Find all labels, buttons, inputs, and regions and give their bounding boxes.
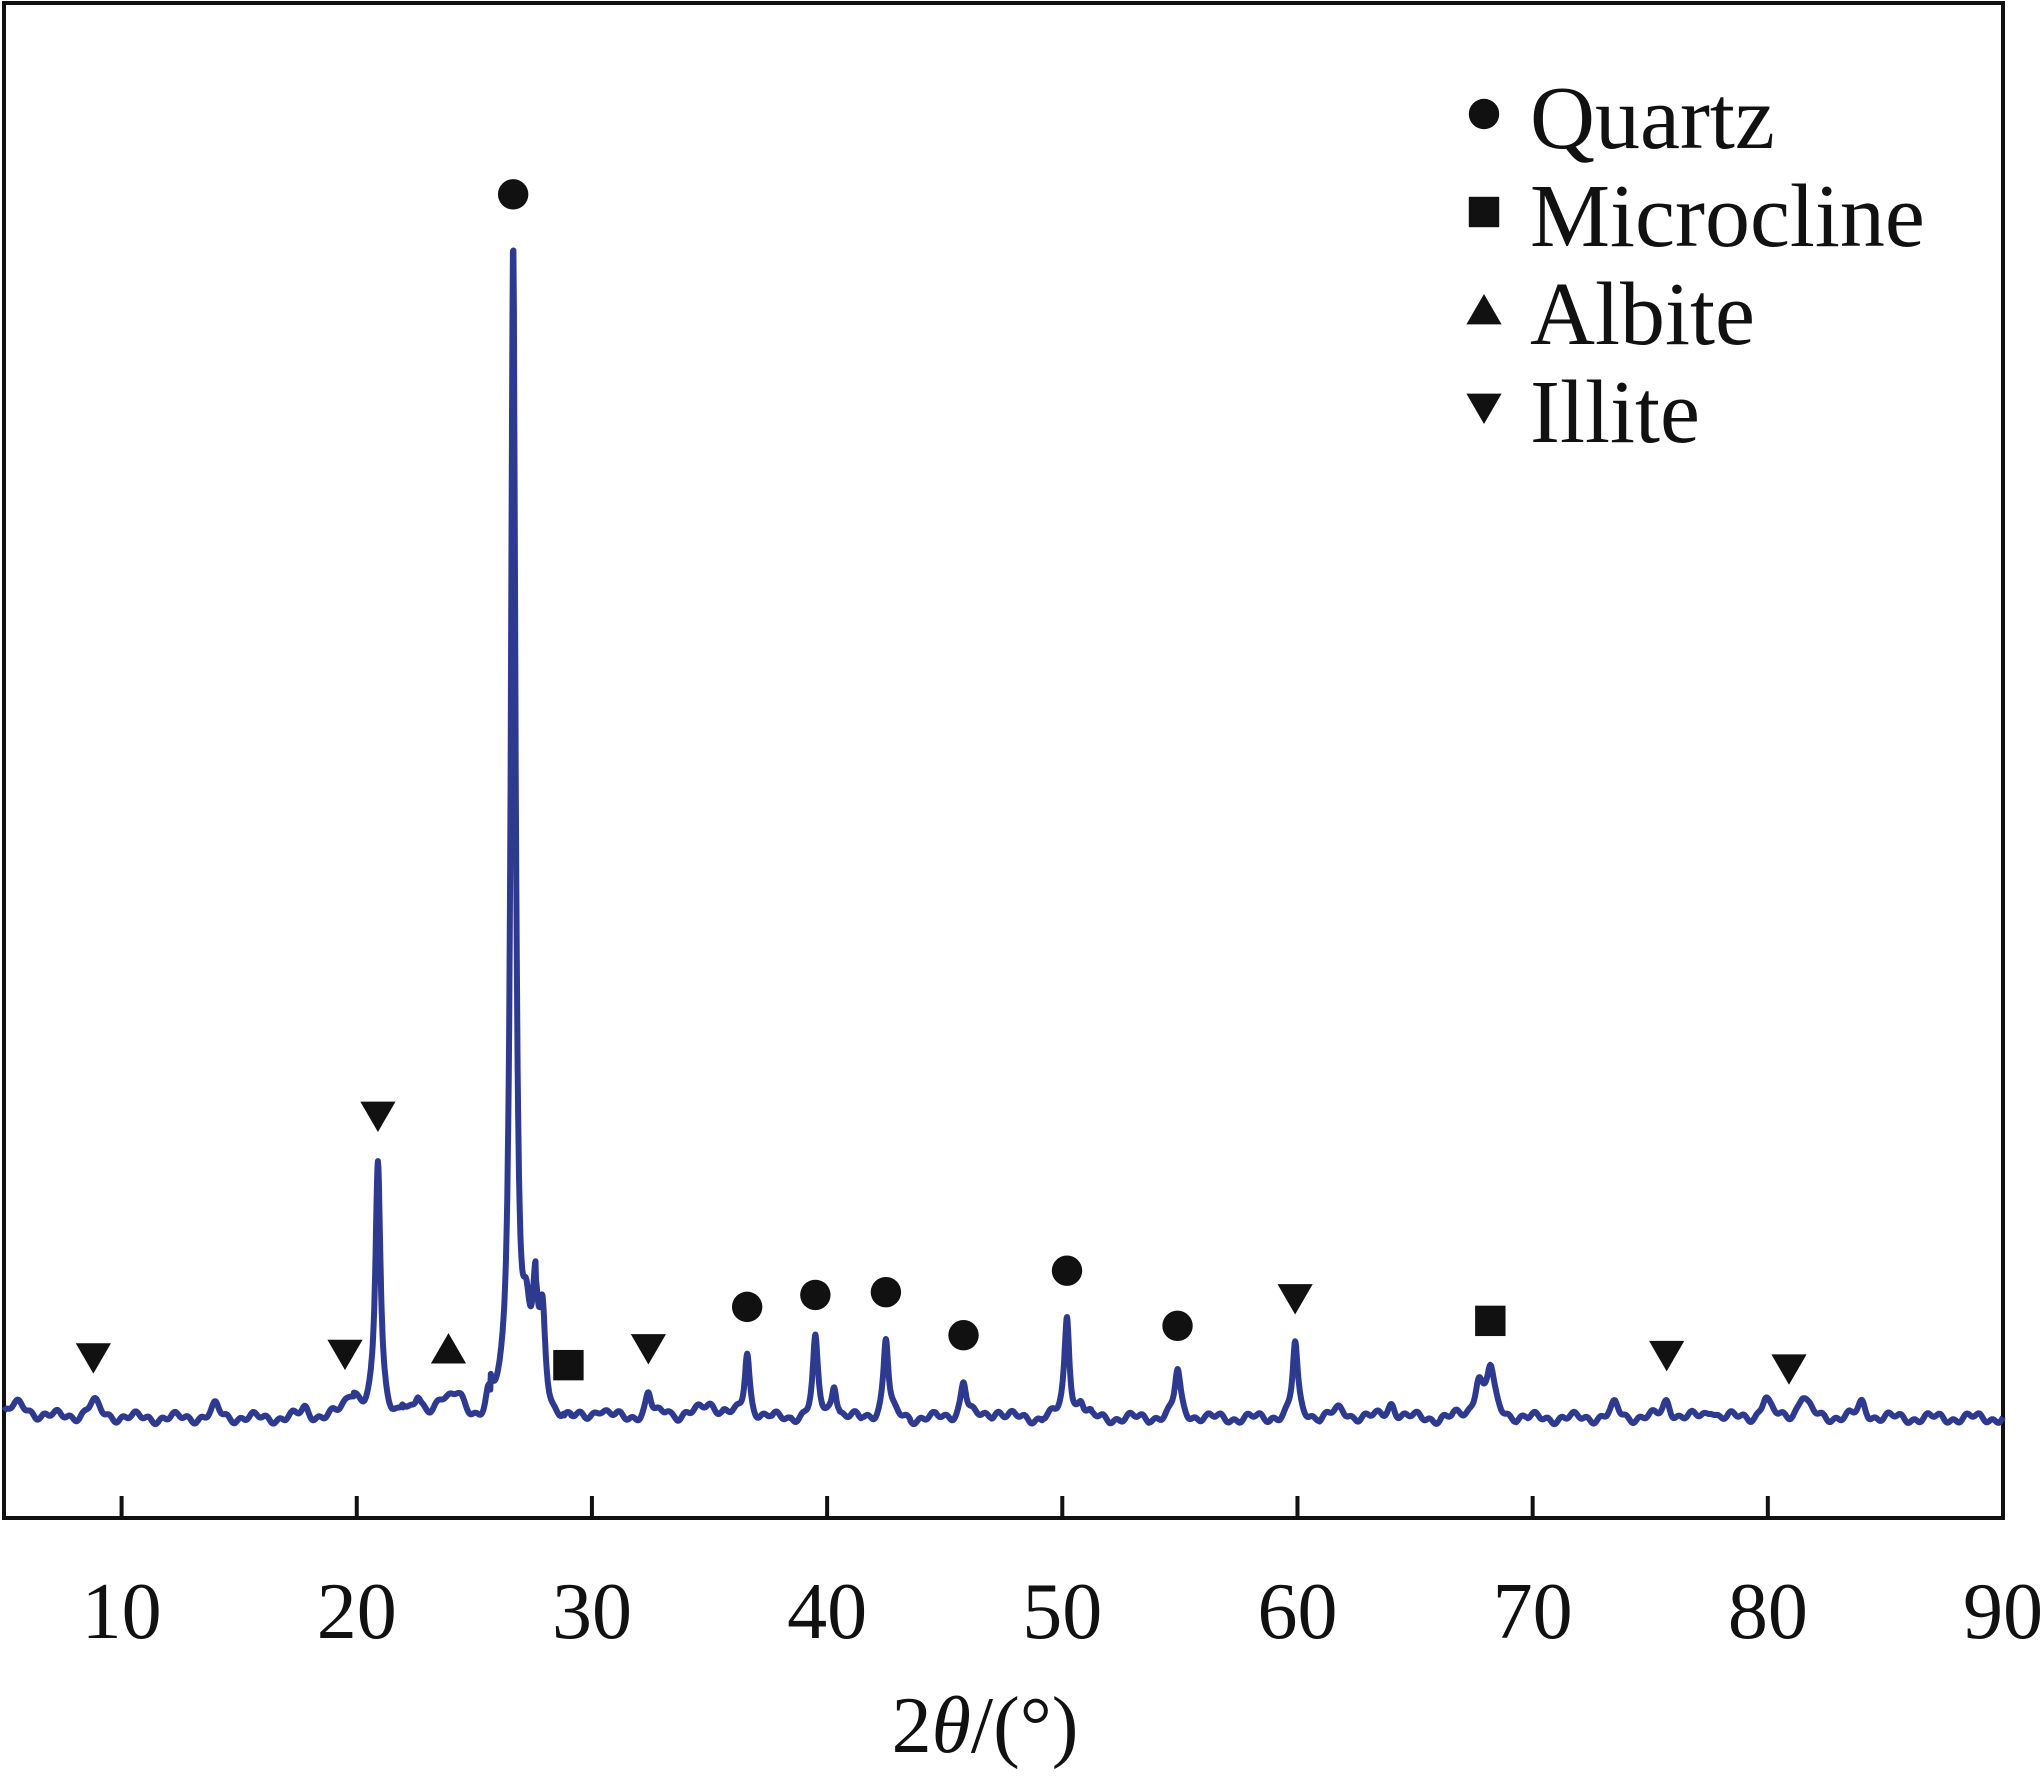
peak-marker-triangle-down-13 [1277, 1284, 1313, 1315]
legend-label-microcline: Microcline [1530, 167, 1925, 266]
x-axis-tick-labels: 10 20 30 40 50 60 70 80 90 [82, 1568, 2043, 1656]
peak-markers [75, 179, 1807, 1385]
legend-label-quartz: Quartz [1530, 69, 1775, 168]
peak-marker-triangle-down-16 [1771, 1354, 1807, 1385]
peak-marker-triangle-down-2 [360, 1101, 396, 1132]
peak-marker-circle-10 [948, 1320, 979, 1351]
peak-marker-circle-12 [1162, 1310, 1193, 1342]
peak-marker-triangle-up-3 [430, 1333, 467, 1364]
legend-label-albite: Albite [1530, 265, 1755, 364]
peak-marker-circle-9 [870, 1276, 902, 1308]
x-tick-label-90: 90 [1963, 1568, 2043, 1656]
legend-symbol-albite [1466, 294, 1502, 325]
legend-symbol-microcline [1468, 196, 1500, 228]
peak-marker-triangle-down-0 [75, 1343, 111, 1374]
x-tick-label-80: 80 [1728, 1568, 1808, 1656]
peak-marker-circle-7 [731, 1291, 763, 1323]
x-tick-label-30: 30 [552, 1568, 632, 1656]
peak-marker-circle-11 [1051, 1255, 1083, 1286]
peak-marker-triangle-down-1 [327, 1339, 363, 1371]
x-tick-label-10: 10 [82, 1568, 162, 1656]
x-tick-label-60: 60 [1257, 1568, 1337, 1656]
xrd-pattern-line [1, 247, 2006, 1428]
peak-marker-square-14 [1475, 1305, 1506, 1337]
x-axis-ticks [119, 1496, 2005, 1518]
x-tick-label-50: 50 [1022, 1568, 1102, 1656]
peak-marker-triangle-down-6 [630, 1334, 666, 1365]
peak-marker-circle-8 [800, 1279, 831, 1311]
legend-symbol-illite [1466, 393, 1502, 424]
peak-marker-circle-4 [497, 179, 529, 210]
peak-marker-triangle-down-15 [1649, 1340, 1685, 1372]
legend-label-illite: Illite [1530, 363, 1700, 462]
peak-marker-square-5 [553, 1349, 584, 1381]
x-tick-label-70: 70 [1493, 1568, 1573, 1656]
x-axis-title: 2θ/(°) [892, 1682, 1079, 1770]
x-tick-label-40: 40 [787, 1568, 867, 1656]
x-tick-label-20: 20 [317, 1568, 397, 1656]
legend-symbol-quartz [1468, 98, 1500, 130]
plot-frame [2, 1, 2005, 1520]
